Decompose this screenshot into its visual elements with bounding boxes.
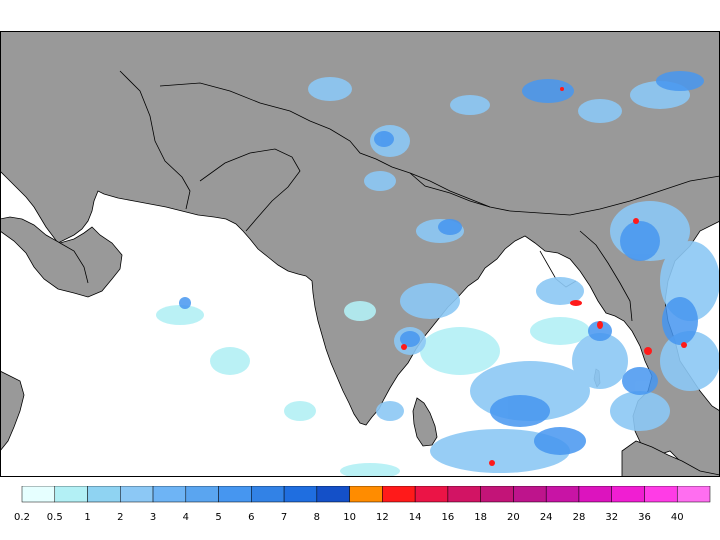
map-canvas [0, 31, 720, 477]
legend-swatch [251, 485, 285, 503]
border-pakistan [199, 148, 301, 232]
legend-swatch [283, 485, 318, 503]
asia-landmass [0, 31, 720, 477]
legend-swatch [54, 485, 88, 503]
southeast-asia-landmass [621, 440, 720, 477]
legend-swatch [316, 485, 350, 503]
border-china-south [509, 175, 720, 216]
legend-swatch [218, 485, 252, 503]
rain-light [156, 301, 590, 477]
legend-swatch [349, 485, 383, 503]
legend-swatch [87, 485, 121, 503]
legend-tick-label: 28 [573, 512, 586, 523]
legend-tick-label: 18 [474, 512, 487, 523]
legend-swatch [382, 485, 416, 503]
border-nepal [409, 172, 491, 208]
legend-tick-label: 20 [507, 512, 520, 523]
sri-lanka [412, 397, 438, 447]
legend-tick-label: 32 [605, 512, 618, 523]
legend-swatch [480, 485, 514, 503]
legend-tick-label: 8 [314, 512, 320, 523]
legend-tick-label: 5 [215, 512, 221, 523]
legend-swatch [185, 485, 219, 503]
legend-tick-label: 1 [84, 512, 90, 523]
border-iran [119, 70, 191, 210]
legend-swatch [513, 485, 547, 503]
legend-swatch [120, 485, 154, 503]
legend-tick-label: 7 [281, 512, 287, 523]
legend-swatch [611, 485, 645, 503]
legend-tick-label: 0.5 [47, 512, 63, 523]
legend-canvas: 0.2 0.5 1 2 3 4 5 6 7 8 10 12 14 16 18 20 24 28 32 36 40 [14, 485, 711, 523]
border-oman [59, 242, 89, 284]
rain-heavy [179, 71, 704, 455]
legend-tick-label: 4 [183, 512, 189, 523]
legend-tick-label: 10 [343, 512, 356, 523]
legend-swatch [21, 485, 56, 503]
legend-tick-label: 0.2 [14, 512, 30, 523]
legend-tick-label: 12 [376, 512, 389, 523]
legend-swatch [152, 485, 187, 503]
legend-tick-label: 40 [671, 512, 684, 523]
africa-landmass [0, 370, 25, 452]
legend-swatch [414, 485, 449, 503]
legend-swatch [578, 485, 612, 503]
legend-tick-label: 2 [117, 512, 123, 523]
legend-swatch [644, 485, 678, 503]
legend-swatch [545, 485, 580, 503]
precipitation-field [156, 71, 720, 477]
border-afghanistan [159, 82, 331, 130]
border-myanmar [579, 230, 633, 322]
arabia-landmass [0, 216, 123, 298]
legend-tick-label: 36 [638, 512, 651, 523]
legend-tick-label: 6 [248, 512, 254, 523]
precipitation-legend: 0.2 0.5 1 2 3 4 5 6 7 8 10 12 14 16 18 20 24 28 32 36 40 [0, 485, 720, 526]
rain-intense [401, 87, 687, 466]
legend-tick-label: 3 [150, 512, 156, 523]
legend-swatch [447, 485, 481, 503]
legend-swatch [676, 485, 711, 503]
legend-tick-label: 14 [409, 512, 422, 523]
precipitation-map [0, 31, 720, 477]
legend-tick-label: 16 [442, 512, 455, 523]
legend-tick-label: 24 [540, 512, 553, 523]
